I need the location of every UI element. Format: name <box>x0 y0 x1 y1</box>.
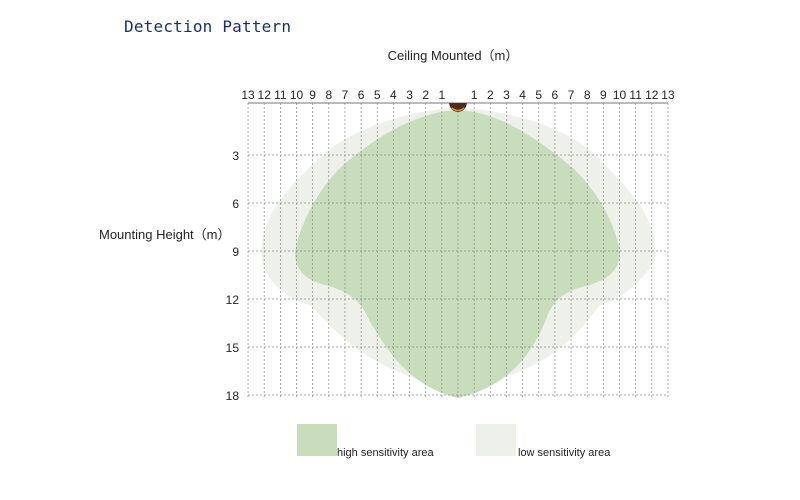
top-tick-label: 12 <box>258 88 272 102</box>
legend-swatch-low <box>476 424 516 456</box>
top-tick-label: 5 <box>374 88 381 102</box>
side-tick-label: 15 <box>226 341 240 355</box>
top-tick-label: 7 <box>342 88 349 102</box>
top-tick-label: 10 <box>613 88 627 102</box>
top-tick-label: 6 <box>552 88 559 102</box>
side-tick-label: 18 <box>226 389 240 403</box>
top-tick-label: 9 <box>309 88 316 102</box>
side-tick-label: 6 <box>232 197 239 211</box>
top-tick-label: 7 <box>568 88 575 102</box>
high-sensitivity-area <box>295 110 620 398</box>
top-tick-label: 2 <box>487 88 494 102</box>
page-title: Detection Pattern <box>124 17 292 36</box>
top-axis-label: Ceiling Mounted（m） <box>387 48 519 63</box>
legend-swatch-high <box>297 424 337 456</box>
top-tick-label: 6 <box>358 88 365 102</box>
legend-label-high: high sensitivity area <box>337 447 434 459</box>
sensor-icon <box>449 103 467 112</box>
top-tick-label: 10 <box>290 88 304 102</box>
top-tick-label: 11 <box>274 88 287 102</box>
top-tick-label: 4 <box>519 88 526 102</box>
side-tick-label: 3 <box>232 149 239 163</box>
top-tick-label: 13 <box>241 88 255 102</box>
top-tick-label: 5 <box>535 88 542 102</box>
side-axis-ticks: 3 6 9 12 15 18 <box>226 149 240 403</box>
side-axis-label: Mounting Height（m） <box>99 227 231 242</box>
top-tick-label: 1 <box>471 88 478 102</box>
grid-lines <box>247 102 669 397</box>
side-tick-label: 12 <box>226 293 240 307</box>
top-tick-label: 8 <box>584 88 591 102</box>
top-tick-label: 12 <box>645 88 659 102</box>
top-tick-label: 13 <box>661 88 675 102</box>
top-tick-label: 8 <box>325 88 332 102</box>
top-tick-label: 3 <box>406 88 413 102</box>
top-tick-label: 4 <box>390 88 397 102</box>
top-tick-label: 11 <box>629 88 642 102</box>
top-tick-label: 1 <box>439 88 446 102</box>
top-tick-label: 3 <box>503 88 510 102</box>
top-tick-label: 2 <box>422 88 429 102</box>
top-axis-ticks: 13 12 11 10 9 8 7 6 5 4 3 2 1 1 2 3 4 5 6 7 8 9 10 11 12 13 <box>241 88 675 102</box>
side-tick-label: 9 <box>232 245 239 259</box>
top-tick-label: 9 <box>600 88 607 102</box>
legend-label-low: low sensitivity area <box>518 447 611 459</box>
